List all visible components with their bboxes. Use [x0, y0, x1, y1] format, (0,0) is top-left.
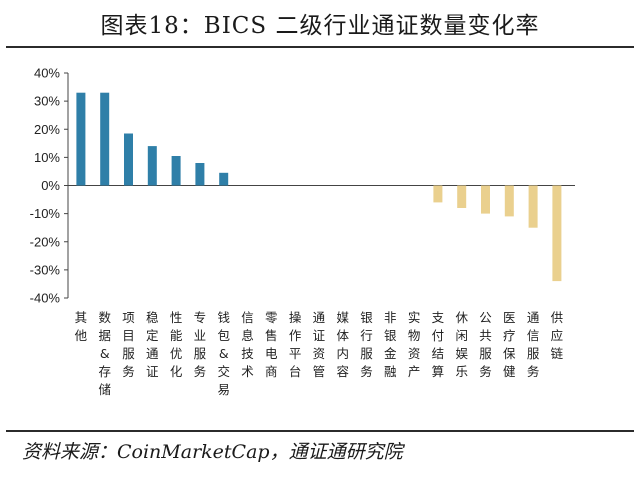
source-divider [6, 430, 634, 432]
x-category-label: 数据&存储 [98, 310, 111, 397]
bar-0 [76, 92, 86, 186]
bar-3 [147, 146, 157, 186]
bar-5 [195, 163, 205, 186]
bar-16 [457, 185, 467, 208]
x-category-label: 通证资管 [313, 310, 326, 379]
x-category-label: 医疗保健 [503, 310, 516, 379]
bar-series [76, 92, 562, 282]
bar-1 [100, 92, 110, 186]
x-axis-labels: 其他数据&存储项目服务稳定通证性能优化专业服务钱包&交易信息技术零售电商操作平台… [75, 310, 564, 397]
chart-title: 图表18：BICS 二级行业通证数量变化率 [100, 13, 540, 39]
x-category-label: 供应链 [551, 310, 564, 361]
x-category-label: 实物资产 [408, 310, 421, 379]
x-category-label: 休闲娱乐 [455, 310, 468, 379]
x-category-label: 专业服务 [194, 310, 207, 379]
x-category-label: 钱包&交易 [217, 310, 230, 397]
source-note: 资料来源：CoinMarketCap，通证通研究院 [22, 441, 403, 463]
x-category-label: 性能优化 [170, 310, 183, 379]
y-tick-label: -30% [30, 262, 61, 277]
x-category-label: 操作平台 [289, 310, 302, 379]
x-category-label: 其他 [75, 310, 88, 343]
bar-20 [552, 185, 562, 282]
x-category-label: 稳定通证 [146, 310, 159, 379]
y-tick-label: -20% [30, 234, 61, 249]
bar-6 [219, 172, 229, 186]
x-category-label: 媒体内容 [336, 310, 349, 379]
bar-17 [481, 185, 490, 214]
x-category-label: 公共服务 [479, 310, 492, 379]
y-tick-label: 40% [34, 66, 60, 81]
y-tick-label: 0% [41, 178, 60, 193]
y-tick-label: -10% [30, 206, 61, 221]
bar-4 [171, 156, 181, 186]
y-tick-label: -40% [30, 291, 61, 306]
bar-15 [433, 185, 443, 203]
x-category-label: 零售电商 [265, 310, 278, 379]
x-category-label: 信息技术 [241, 310, 254, 379]
bar-2 [124, 133, 133, 186]
x-category-label: 非银金融 [384, 310, 397, 379]
title-divider [6, 46, 634, 48]
x-category-label: 银行服务 [360, 310, 373, 379]
x-category-label: 通信服务 [527, 310, 540, 379]
y-tick-label: 20% [34, 122, 60, 137]
x-category-label: 支付结算 [432, 310, 445, 379]
y-tick-label: 10% [34, 150, 60, 165]
bar-18 [504, 185, 514, 217]
y-axis: 40% 30% 20% 10% 0% -10% -20% -30% -40% [30, 66, 575, 306]
x-category-label: 项目服务 [122, 310, 135, 379]
bar-chart: 40% 30% 20% 10% 0% -10% -20% -30% -40% 其他数据&存储项目… [30, 66, 575, 397]
y-tick-label: 30% [34, 94, 60, 109]
bar-19 [528, 185, 538, 228]
